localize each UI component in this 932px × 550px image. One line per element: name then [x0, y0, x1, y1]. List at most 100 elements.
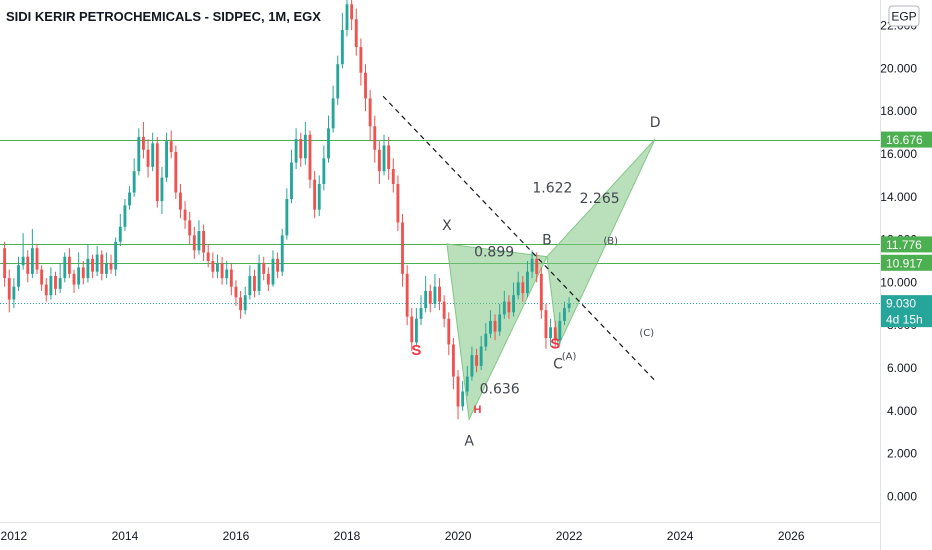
candle-body	[350, 4, 354, 20]
price-tick-label: 4.000	[887, 404, 917, 418]
candle-body	[294, 139, 298, 163]
candle-body	[563, 308, 566, 321]
candle-body	[253, 275, 256, 291]
pattern-ratio-label: 2.265	[580, 191, 620, 207]
candle-body	[202, 231, 206, 253]
candle-body	[3, 248, 7, 279]
price-tick-label: 14.000	[880, 190, 917, 204]
candle-body	[313, 179, 317, 210]
candle-body	[155, 143, 159, 202]
candle-body	[340, 29, 344, 65]
candle-body	[521, 282, 525, 294]
candle-body	[229, 269, 233, 287]
candle-body	[225, 269, 229, 279]
candle-body	[391, 169, 395, 184]
candle-body	[58, 278, 62, 289]
candle-body	[100, 254, 104, 274]
price-badges: 16.676 11.776 10.917 9.030 4d 15h	[881, 131, 932, 328]
pattern-point-d: D	[650, 115, 661, 131]
candle-body	[7, 278, 11, 300]
candle-body	[424, 290, 428, 309]
candle-body	[91, 258, 94, 272]
candle-body	[146, 149, 150, 167]
candle-body	[137, 136, 141, 172]
plot-area[interactable]	[0, 0, 880, 522]
candle-body	[484, 333, 488, 347]
head-shoulders-label: H	[473, 404, 481, 416]
candle-body	[21, 256, 25, 266]
currency-unit-box[interactable]	[888, 5, 920, 27]
candle-body	[72, 273, 76, 285]
candle-body	[179, 192, 182, 210]
candle-body	[451, 344, 455, 377]
time-tick-label: 2022	[556, 529, 583, 543]
candle-body	[336, 64, 340, 99]
pattern-ratio-label: 0.636	[480, 382, 520, 398]
candle-body	[405, 273, 409, 317]
dashed-trendline[interactable]	[382, 95, 656, 382]
candle-body	[498, 314, 502, 332]
candle-body	[192, 235, 196, 251]
candle-body	[220, 263, 224, 279]
candle-body	[354, 19, 358, 48]
candle-body	[387, 145, 391, 170]
candle-body	[128, 192, 131, 206]
pattern-point-x: X	[442, 218, 452, 234]
current-price-badge-text: 9.030	[886, 297, 916, 311]
time-tick-label: 2014	[112, 529, 139, 543]
candle-body	[44, 284, 48, 296]
candle-body	[382, 145, 386, 172]
candle-body	[308, 134, 312, 180]
candle-body	[373, 126, 377, 150]
currency-unit-button[interactable]: EGP	[888, 5, 920, 27]
candle-body	[276, 258, 280, 272]
candle-body	[243, 295, 247, 311]
candle-body	[234, 286, 238, 298]
wave-label: (A)	[562, 351, 577, 362]
candle-body	[299, 139, 303, 159]
candle-body	[456, 376, 460, 407]
candle-body	[317, 183, 321, 210]
pattern-ratio-label: 1.622	[532, 181, 572, 197]
candle-body	[188, 220, 192, 236]
level-price-badge-text: 10.917	[886, 256, 923, 270]
candle-body	[331, 98, 335, 129]
candle-body	[86, 258, 90, 279]
candle-body	[169, 141, 173, 152]
candle-body	[359, 47, 363, 73]
time-tick-label: 2024	[667, 529, 694, 543]
candle-body	[35, 248, 39, 270]
candle-body	[303, 134, 307, 159]
candle-body	[104, 263, 108, 274]
trendline[interactable]	[382, 95, 656, 382]
currency-unit-label: EGP	[891, 10, 916, 24]
candle-body	[132, 171, 136, 193]
candle-body	[174, 151, 178, 193]
candle-body	[141, 136, 145, 150]
head-shoulders-label: S	[550, 336, 560, 353]
candle-body	[447, 318, 451, 345]
candle-body	[558, 320, 562, 341]
candle-body	[211, 261, 215, 272]
candle-body	[266, 273, 270, 285]
candle-body	[535, 258, 539, 274]
candle-body	[327, 128, 330, 159]
candle-body	[465, 376, 469, 392]
candle-body	[544, 310, 548, 339]
price-tick-label: 16.000	[880, 147, 917, 161]
candle-body	[216, 263, 219, 272]
candle-body	[248, 275, 252, 296]
price-tick-label: 20.000	[880, 61, 917, 75]
level-price-badge-text: 11.776	[886, 238, 922, 252]
candle-body	[345, 4, 349, 30]
pattern-point-c: C	[553, 357, 563, 373]
candle-body	[54, 275, 57, 289]
candle-body	[428, 290, 432, 304]
candle-body	[123, 205, 127, 227]
pattern-bcd-triangle[interactable]	[546, 138, 656, 349]
time-tick-labels: 2012 2014 2016 2018 2020 2022 2024 2026	[1, 529, 805, 543]
candle-body	[239, 297, 243, 311]
candle-body	[26, 256, 30, 274]
